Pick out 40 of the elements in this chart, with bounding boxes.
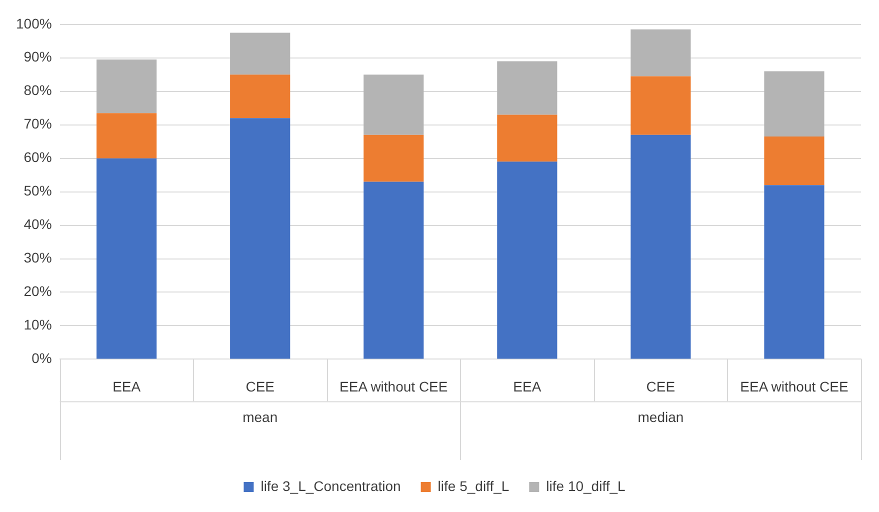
y-tick-label: 20% <box>24 283 52 300</box>
bar <box>364 134 424 182</box>
bar <box>497 162 558 359</box>
y-tick-label: 60% <box>24 149 52 166</box>
legend-label: life 3_L_Concentration <box>260 478 401 494</box>
x-tick-label: EEA <box>112 378 142 394</box>
text: mean <box>242 409 278 426</box>
bar <box>497 114 558 162</box>
x-tick-label: EEA without CEE <box>340 378 448 394</box>
x-tick-label: EEA without CEE <box>740 378 848 394</box>
x-tick-label: EEA <box>513 378 542 394</box>
bar <box>230 32 290 75</box>
y-tick-label: 80% <box>24 82 52 98</box>
y-tick-label: 10% <box>24 316 52 333</box>
legend-label: life 10_diff_L <box>546 478 626 494</box>
text: median <box>638 409 684 426</box>
bar <box>96 158 157 359</box>
bar <box>764 71 824 137</box>
bar <box>96 113 157 158</box>
bar <box>364 74 424 135</box>
legend-label: life 5_diff_L <box>438 478 510 494</box>
bar <box>764 136 824 186</box>
x-tick-label: CEE <box>246 378 275 394</box>
y-tick-label: 70% <box>24 116 52 132</box>
bar <box>497 61 558 115</box>
y-tick-label: 100% <box>16 15 52 32</box>
bar <box>364 182 424 359</box>
y-tick-label: 40% <box>24 216 52 232</box>
bar <box>96 60 157 114</box>
bar <box>630 134 691 359</box>
y-tick-label: 90% <box>24 48 52 65</box>
bar <box>230 74 290 118</box>
y-tick-label: 50% <box>24 182 52 199</box>
bar <box>630 76 691 135</box>
bar <box>630 29 691 76</box>
bar <box>764 185 824 359</box>
y-tick-label: 30% <box>24 250 52 266</box>
x-tick-label: CEE <box>646 378 676 394</box>
bar <box>230 118 290 359</box>
y-tick-label: 0% <box>32 350 52 366</box>
